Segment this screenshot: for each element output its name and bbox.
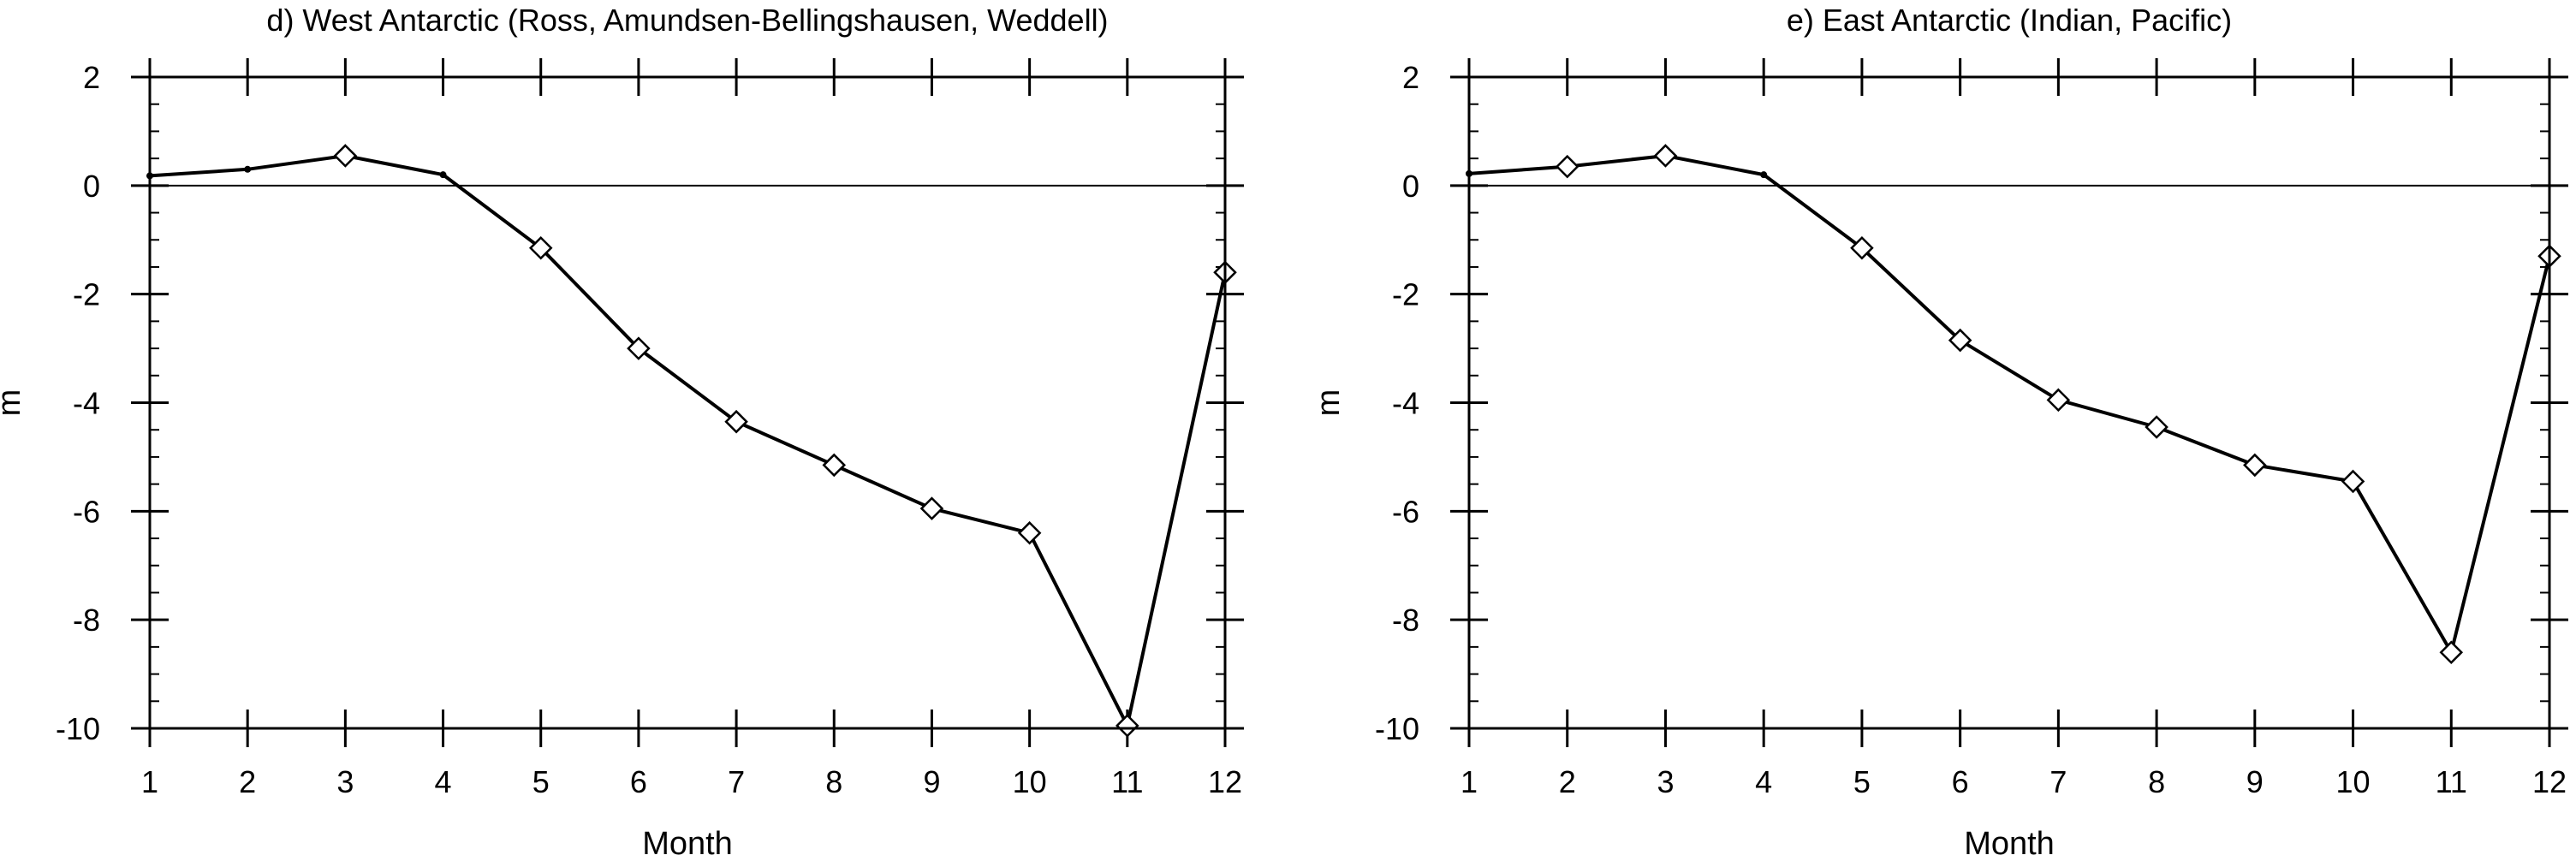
y-tick-label: -8	[73, 603, 100, 638]
x-tick-label: 7	[2049, 764, 2067, 799]
y-tick-label: -2	[1392, 277, 1419, 312]
data-point-marker	[2341, 469, 2365, 494]
x-tick-label: 2	[239, 764, 256, 799]
x-tick-label: 11	[2436, 764, 2467, 799]
chart-panel-east-antarctic: e) East Antarctic (Indian, Pacific) 2 0 -2 -…	[1311, 3, 2568, 861]
chart-title: d) West Antarctic (Ross, Amundsen-Bellin…	[266, 3, 1108, 38]
x-tick-label: 2	[1559, 764, 1576, 799]
data-point-marker	[1017, 520, 1042, 545]
x-axis-label: Month	[642, 826, 733, 861]
data-point-marker	[1653, 144, 1678, 168]
x-tick-label: 8	[2148, 764, 2165, 799]
x-tick-label: 5	[532, 764, 550, 799]
y-tick-label: -8	[1392, 603, 1419, 638]
data-point-marker	[528, 235, 553, 260]
x-tick-label: 5	[1853, 764, 1871, 799]
x-tick-label: 9	[923, 764, 940, 799]
data-point-marker	[1555, 154, 1580, 179]
y-tick-label: 2	[83, 60, 100, 95]
data-point-marker	[2145, 415, 2168, 439]
data-point-marker	[2243, 453, 2267, 478]
x-tick-label: 11	[1111, 764, 1143, 799]
plot-frame	[1467, 75, 2551, 730]
y-tick-label: -10	[1375, 711, 1419, 746]
x-tick-label: 9	[2246, 764, 2264, 799]
data-point-marker	[627, 336, 651, 360]
y-axis-label: m	[0, 389, 27, 417]
x-tick-label: 1	[141, 764, 158, 799]
chart-title: e) East Antarctic (Indian, Pacific)	[1787, 3, 2232, 38]
x-tick-label: 1	[1461, 764, 1478, 799]
y-tick-label: -2	[73, 277, 100, 312]
x-tick-label: 3	[1657, 764, 1674, 799]
y-tick-label: -6	[73, 494, 100, 529]
y-tick-label: -4	[73, 386, 100, 421]
y-axis-label: m	[1311, 389, 1347, 417]
data-point-marker	[2439, 640, 2464, 664]
x-tick-label: 8	[825, 764, 842, 799]
x-tick-label: 6	[630, 764, 647, 799]
x-tick-label: 6	[1952, 764, 1969, 799]
y-tick-label: 2	[1402, 60, 1419, 95]
data-point-marker	[1115, 714, 1139, 738]
x-tick-label: 12	[2532, 764, 2567, 799]
y-tick-label: -6	[1392, 494, 1419, 529]
data-series-line	[1468, 154, 2551, 655]
x-tick-label: 7	[728, 764, 745, 799]
x-tick-label: 12	[1208, 764, 1242, 799]
y-tick-label: -4	[1392, 386, 1419, 421]
y-tick-label: 0	[83, 169, 100, 204]
data-point-marker	[919, 496, 944, 520]
x-tick-label: 3	[336, 764, 354, 799]
data-series-line	[149, 154, 1227, 727]
x-tick-label: 4	[1755, 764, 1772, 799]
data-point-marker	[822, 453, 847, 478]
data-point-marker	[724, 409, 748, 434]
data-point-marker	[333, 144, 358, 168]
data-point-marker	[1948, 328, 1972, 353]
x-tick-label: 4	[435, 764, 452, 799]
chart-panel-west-antarctic: d) West Antarctic (Ross, Amundsen-Bellin…	[0, 3, 1244, 861]
plot-frame	[148, 75, 1227, 730]
data-point-marker	[1850, 235, 1874, 260]
x-tick-label: 10	[1013, 764, 1047, 799]
y-tick-label: -10	[56, 711, 100, 746]
x-axis-label: Month	[1964, 826, 2055, 861]
y-tick-label: 0	[1402, 169, 1419, 204]
data-point-marker	[2046, 388, 2071, 413]
data-point-marker	[244, 165, 252, 173]
data-point-marker	[1760, 171, 1768, 179]
x-tick-label: 10	[2336, 764, 2371, 799]
data-point-marker	[439, 171, 447, 179]
